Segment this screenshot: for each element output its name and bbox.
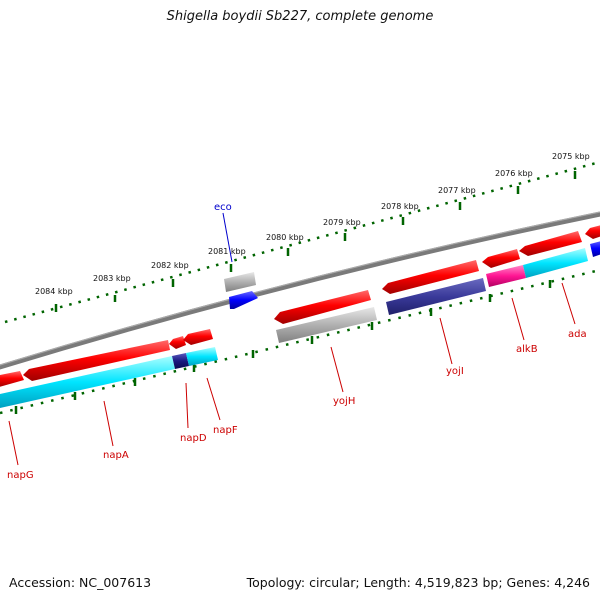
cds-cyan-segment[interactable] <box>523 248 588 278</box>
gene-label-yojI[interactable]: yojI <box>446 366 464 377</box>
cds-navy-segment[interactable] <box>172 353 189 369</box>
reverse-strand-features <box>0 240 600 408</box>
rna-feature-eco[interactable] <box>229 291 258 309</box>
gene-label-napD[interactable]: napD <box>180 433 207 444</box>
map-title: Shigella boydii Sb227, complete genome <box>166 9 434 24</box>
gene-feature-napG[interactable] <box>0 371 24 387</box>
gene-feature-napF[interactable] <box>183 329 213 345</box>
tick-label: 2075 kbp <box>552 152 590 161</box>
ruler-major-ticks <box>14 171 577 414</box>
gene-labels: napG napA napD napF eco yojH yojI alkB a… <box>7 202 587 481</box>
cds-grey-segment[interactable] <box>224 272 256 292</box>
cds-blue-segment[interactable] <box>590 240 600 257</box>
genome-summary-text: Topology: circular; Length: 4,519,823 bp… <box>246 575 590 590</box>
tick-label: 2077 kbp <box>438 186 476 195</box>
gene-label-napF[interactable]: napF <box>213 425 238 436</box>
gene-feature-napD[interactable] <box>169 336 186 349</box>
accession-text: Accession: NC_007613 <box>9 575 152 590</box>
gene-feature-alkB[interactable] <box>482 249 520 268</box>
cds-grey-segment[interactable] <box>276 307 377 343</box>
gene-label-napG[interactable]: napG <box>7 470 34 481</box>
tick-label: 2078 kbp <box>381 202 419 211</box>
cds-navy-segment[interactable] <box>386 278 486 315</box>
cds-cyan-segment[interactable] <box>186 347 218 366</box>
gene-label-ada[interactable]: ada <box>568 329 587 340</box>
cds-magenta-segment[interactable] <box>486 265 526 287</box>
tick-label: 2076 kbp <box>495 169 533 178</box>
cds-cyan-segment[interactable] <box>0 356 175 408</box>
gene-feature-ada[interactable] <box>519 231 582 256</box>
tick-label: 2083 kbp <box>93 274 131 283</box>
label-connectors <box>8 212 576 466</box>
tick-label: 2080 kbp <box>266 233 304 242</box>
gene-feature-napA[interactable] <box>23 340 170 381</box>
tick-label: 2081 kbp <box>208 247 246 256</box>
gene-feature-yojH[interactable] <box>274 290 371 324</box>
genome-backbone <box>0 211 600 370</box>
tick-label: 2084 kbp <box>35 287 73 296</box>
gene-label-napA[interactable]: napA <box>103 450 129 461</box>
ruler-tick-labels: 2075 kbp 2076 kbp 2077 kbp 2078 kbp 2079… <box>35 152 590 296</box>
tick-label: 2082 kbp <box>151 261 189 270</box>
gene-label-eco[interactable]: eco <box>214 202 232 213</box>
gene-feature-yojI[interactable] <box>382 260 479 294</box>
ruler-dots <box>0 160 600 415</box>
forward-strand-features <box>0 225 600 387</box>
gene-label-alkB[interactable]: alkB <box>516 344 538 355</box>
tick-label: 2079 kbp <box>323 218 361 227</box>
gene-label-yojH[interactable]: yojH <box>333 396 355 407</box>
